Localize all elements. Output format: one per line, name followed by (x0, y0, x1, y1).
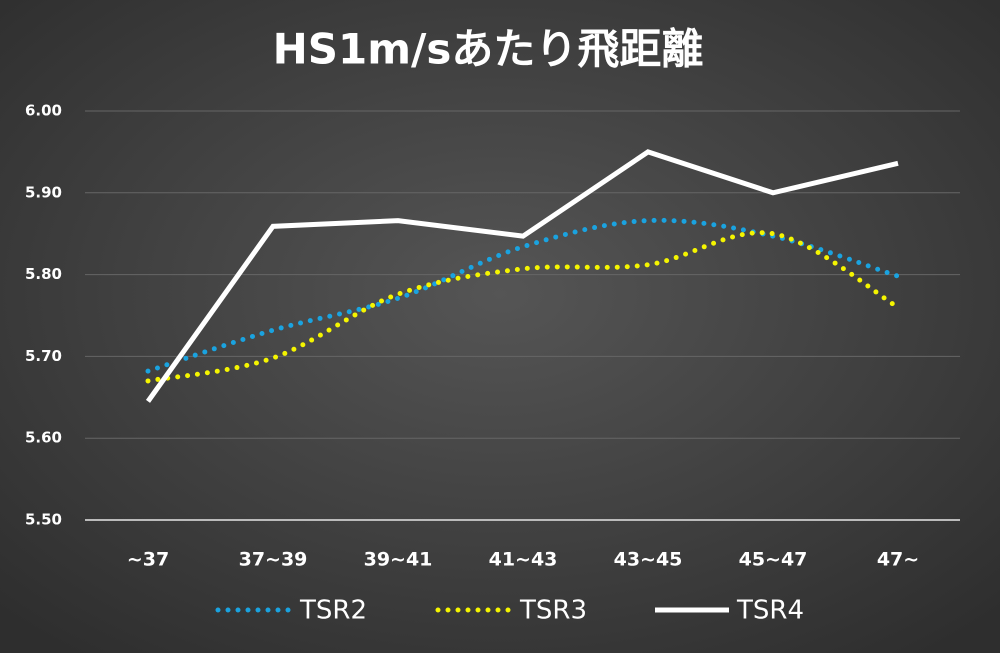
series-line (145, 230, 901, 384)
x-tick-label: 37~39 (239, 549, 308, 571)
y-tick-label: 5.50 (25, 511, 62, 529)
y-tick-label: 5.90 (25, 183, 62, 201)
x-tick-label: ~37 (127, 549, 169, 571)
series-line (145, 217, 901, 374)
series-line (145, 149, 899, 403)
legend-label: TSR2 (299, 596, 367, 626)
legend-label: TSR3 (519, 596, 587, 626)
y-tick-label: 6.00 (25, 102, 62, 120)
x-tick-label: 39~41 (364, 549, 433, 571)
chart-title: HS1m/sあたり飛距離 (273, 25, 704, 74)
x-tick-label: 43~45 (614, 549, 683, 571)
x-tick-label: 41~43 (489, 549, 558, 571)
x-tick-label: 45~47 (739, 549, 808, 571)
x-tick-label: 47~ (877, 549, 919, 571)
y-tick-label: 5.60 (25, 429, 62, 447)
y-tick-label: 5.80 (25, 265, 62, 283)
y-tick-label: 5.70 (25, 347, 62, 365)
legend-label: TSR4 (736, 596, 804, 626)
